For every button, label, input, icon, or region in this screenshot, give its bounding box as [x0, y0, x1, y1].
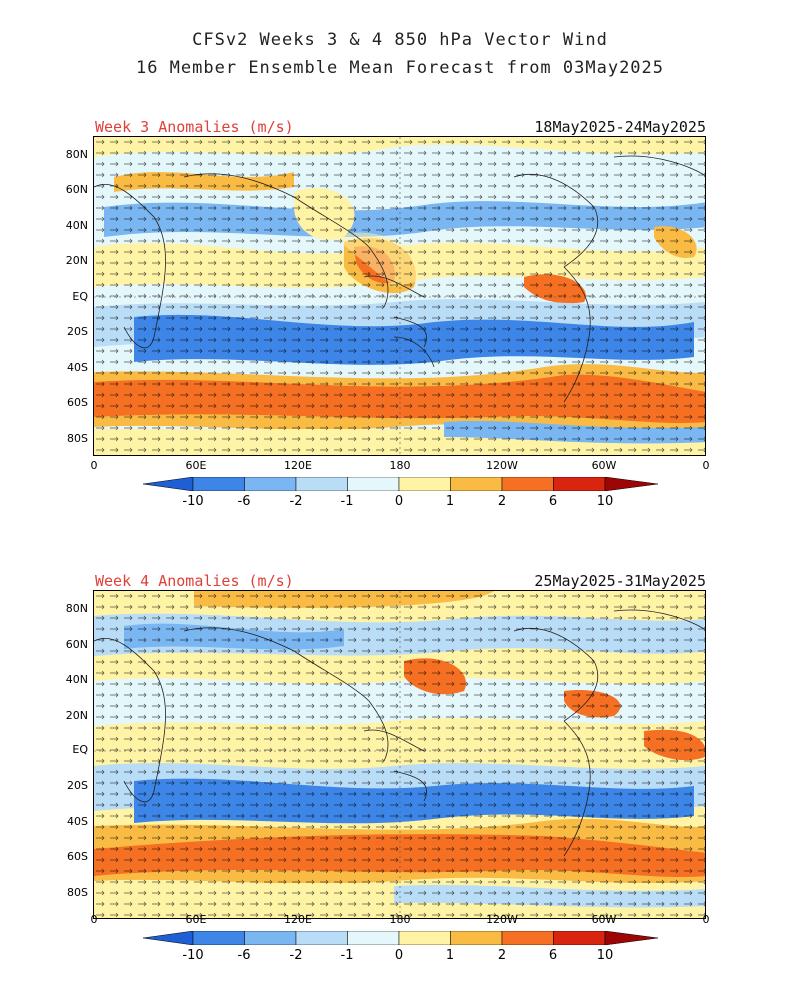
- lat-tick: 40S: [67, 815, 88, 828]
- panel-2-dates: 25May2025-31May2025: [534, 572, 706, 590]
- colorbar-label: -2: [289, 494, 303, 509]
- lat-tick: EQ: [72, 290, 88, 303]
- panel-2-label: Week 4 Anomalies (m/s): [95, 572, 294, 590]
- map-panel-2: [93, 590, 706, 919]
- panel-1-label: Week 3 Anomalies (m/s): [95, 118, 294, 136]
- map-panel-1: [93, 136, 706, 456]
- lon-tick: 180: [389, 913, 411, 926]
- lon-tick: 60E: [185, 459, 207, 472]
- lat-tick: 40S: [67, 361, 88, 374]
- colorbar-label: 2: [497, 948, 507, 963]
- anomaly-field-1: [94, 137, 705, 455]
- colorbar-label: -10: [182, 494, 204, 509]
- lon-tick: 0: [702, 913, 710, 926]
- lat-tick: 20N: [65, 254, 88, 267]
- colorbar-label: -1: [340, 948, 354, 963]
- colorbar-label: 0: [394, 948, 404, 963]
- title-line-1: CFSv2 Weeks 3 & 4 850 hPa Vector Wind: [192, 30, 608, 50]
- colorbar-label: 6: [548, 494, 558, 509]
- lat-tick: 80S: [67, 432, 88, 445]
- lon-tick: 120W: [486, 459, 518, 472]
- lon-tick: 120W: [486, 913, 518, 926]
- colorbar-label: -1: [340, 494, 354, 509]
- lat-tick: 40N: [65, 219, 88, 232]
- lon-tick: 0: [702, 459, 710, 472]
- colorbar-label: 10: [596, 494, 614, 509]
- lon-tick: 60W: [591, 459, 617, 472]
- colorbar-label: 10: [596, 948, 614, 963]
- lon-tick: 120E: [284, 459, 312, 472]
- lat-tick: 20N: [65, 709, 88, 722]
- lat-tick: EQ: [72, 743, 88, 756]
- colorbar-label: 6: [548, 948, 558, 963]
- lat-tick: 20S: [67, 325, 88, 338]
- colorbar-label: -6: [237, 494, 251, 509]
- lon-tick: 0: [90, 459, 98, 472]
- lon-tick: 0: [90, 913, 98, 926]
- lat-tick: 60N: [65, 183, 88, 196]
- lon-tick: 60E: [185, 913, 207, 926]
- lat-tick: 60S: [67, 396, 88, 409]
- colorbar-1: [143, 477, 658, 491]
- lat-tick: 20S: [67, 779, 88, 792]
- colorbar-label: -10: [182, 948, 204, 963]
- lat-tick: 40N: [65, 673, 88, 686]
- colorbar-label: -6: [237, 948, 251, 963]
- lat-tick: 80N: [65, 602, 88, 615]
- colorbar-label: 1: [445, 494, 455, 509]
- lon-tick: 60W: [591, 913, 617, 926]
- lat-tick: 80N: [65, 148, 88, 161]
- lat-tick: 60N: [65, 638, 88, 651]
- colorbar-2: [143, 931, 658, 945]
- lat-tick: 80S: [67, 886, 88, 899]
- panel-1-dates: 18May2025-24May2025: [534, 118, 706, 136]
- anomaly-field-2: [94, 591, 705, 918]
- lat-tick: 60S: [67, 850, 88, 863]
- colorbar-label: 0: [394, 494, 404, 509]
- colorbar-label: 2: [497, 494, 507, 509]
- lon-tick: 120E: [284, 913, 312, 926]
- lon-tick: 180: [389, 459, 411, 472]
- title-line-2: 16 Member Ensemble Mean Forecast from 03…: [135, 58, 665, 78]
- colorbar-label: 1: [445, 948, 455, 963]
- colorbar-label: -2: [289, 948, 303, 963]
